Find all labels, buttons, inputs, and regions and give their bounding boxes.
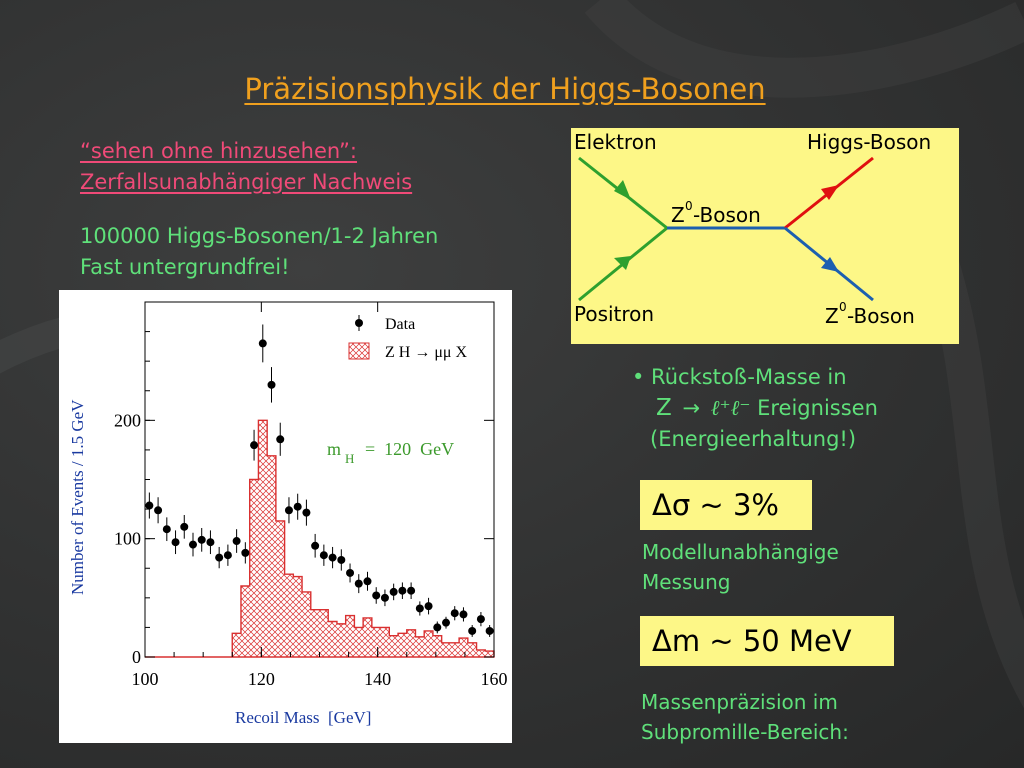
data-point [250,441,259,450]
data-point [241,548,250,557]
data-point [284,506,293,515]
data-point [398,586,407,595]
positron-label: Positron [574,302,654,326]
data-point [232,537,241,546]
mass-annotation-sub: H [345,451,354,466]
data-point [442,618,451,627]
slide-title: Präzisionsphysik der Higgs-Bosonen [244,72,766,106]
sigma-note-line-2: Messung [642,570,731,594]
legend-hist-label: Z H → μμ X [385,344,467,361]
bullet-line-3: (Energieerhaltung!) [650,427,857,451]
data-point [267,380,276,389]
mass-note-line-2: Subpromille-Bereich: [641,720,849,744]
x-tick-label: 120 [248,669,275,689]
data-point [328,553,337,562]
y-tick-label: 100 [114,529,141,549]
data-point [346,568,355,577]
data-point [206,538,215,547]
bullet-leptons: ℓ⁺ℓ⁻ [710,396,751,420]
z-propagator-sup: 0 [685,199,693,213]
diagram-svg: Elektron Higgs-Boson Positron Z 0 -Boson… [574,130,931,328]
data-point [276,435,285,444]
data-point [407,586,416,595]
x-axis-label: Recoil Mass [GeV] [235,708,371,727]
bullet-arrow: → [682,396,701,420]
data-point [162,525,171,534]
data-point [145,501,154,510]
legend-data-label: Data [385,316,415,333]
data-point [459,610,468,619]
z-out-sup: 0 [839,300,847,314]
electron-label: Elektron [574,130,657,154]
bullet-line-2: Z → ℓ⁺ℓ⁻ Ereignissen [632,393,878,424]
data-point [311,541,320,550]
bullet-z: Z [656,395,672,421]
data-point [424,602,433,611]
positron-arrow [614,256,631,270]
data-point [293,502,302,511]
stats-line-1: 100000 Higgs-Bosonen/1-2 Jahren [80,224,439,248]
y-tick-label: 0 [132,647,141,667]
data-point [154,506,163,515]
sigma-note: Modellunabhängige Messung [642,537,839,597]
z-out-arrow [821,257,839,272]
bullet-line-1: • Rückstoß-Masse in [632,365,847,389]
feynman-diagram: Elektron Higgs-Boson Positron Z 0 -Boson… [571,128,959,344]
data-point [188,540,197,549]
data-point [354,579,363,588]
mass-annotation-m: m [327,439,341,459]
mass-note: Massenpräzision im Subpromille-Bereich: [641,687,849,747]
stats-line-2: Fast untergrundfrei! [80,255,290,279]
data-point [450,609,459,618]
data-point [302,508,311,517]
data-point [258,339,267,348]
y-axis-label: Number of Events / 1.5 GeV [68,399,87,595]
data-point [337,555,346,564]
data-point [197,535,206,544]
electron-arrow [614,180,631,200]
sigma-precision-box: Δσ ~ 3% [640,480,812,530]
data-point [319,551,328,560]
x-tick-label: 100 [132,669,159,689]
bullet-suffix: Ereignissen [757,396,878,420]
data-point [380,593,389,602]
data-point [389,587,398,596]
higgs-label: Higgs-Boson [807,130,931,154]
recoil-mass-plot: 100 120 140 160 0 100 200 Data Z H → μμ X m H … [59,290,512,743]
subtitle-line-2[interactable]: Zerfallsunabhängiger Nachweis [80,170,413,194]
x-tick-label: 160 [481,669,508,689]
z-out-label: -Boson [847,304,915,328]
z-propagator-prefix: Z [671,203,685,227]
data-point [171,538,180,547]
data-point [433,623,442,632]
data-point [363,577,372,586]
x-tick-label: 140 [364,669,391,689]
data-point [180,522,189,531]
data-point [415,604,424,613]
data-point [485,626,494,635]
mass-annotation-value: = 120 GeV [365,439,454,459]
data-point [372,591,381,600]
subtitle-link[interactable]: “sehen ohne hinzusehen”: Zerfallsunabhän… [80,136,412,198]
data-point [223,551,232,560]
z-out-prefix: Z [825,304,839,328]
sigma-note-line-1: Modellunabhängige [642,540,839,564]
subtitle-line-1[interactable]: “sehen ohne hinzusehen”: [80,139,358,163]
stats-text: 100000 Higgs-Bosonen/1-2 Jahren Fast unt… [80,221,438,283]
z-propagator-label: -Boson [693,203,761,227]
data-point [468,626,477,635]
data-point [476,615,485,624]
mass-precision-box: Δm ~ 50 MeV [640,616,894,666]
signal-histogram [145,419,495,658]
y-tick-label: 200 [114,410,141,430]
legend-hist-swatch [348,342,370,360]
recoil-bullet: • Rückstoß-Masse in Z → ℓ⁺ℓ⁻ Ereignissen… [632,362,878,455]
mass-note-line-1: Massenpräzision im [641,690,838,714]
data-point [215,553,224,562]
higgs-arrow [821,185,839,200]
